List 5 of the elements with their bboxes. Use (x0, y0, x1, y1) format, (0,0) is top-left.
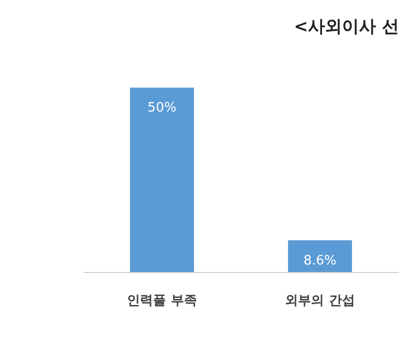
x-tick-label: 외부의 간섭 (285, 294, 355, 308)
data-label: 50% (148, 100, 176, 116)
chart-title: <사외이사 선 (294, 17, 399, 37)
x-tick-label: 인력풀 부족 (127, 294, 197, 308)
data-label: 8.6% (303, 253, 337, 268)
